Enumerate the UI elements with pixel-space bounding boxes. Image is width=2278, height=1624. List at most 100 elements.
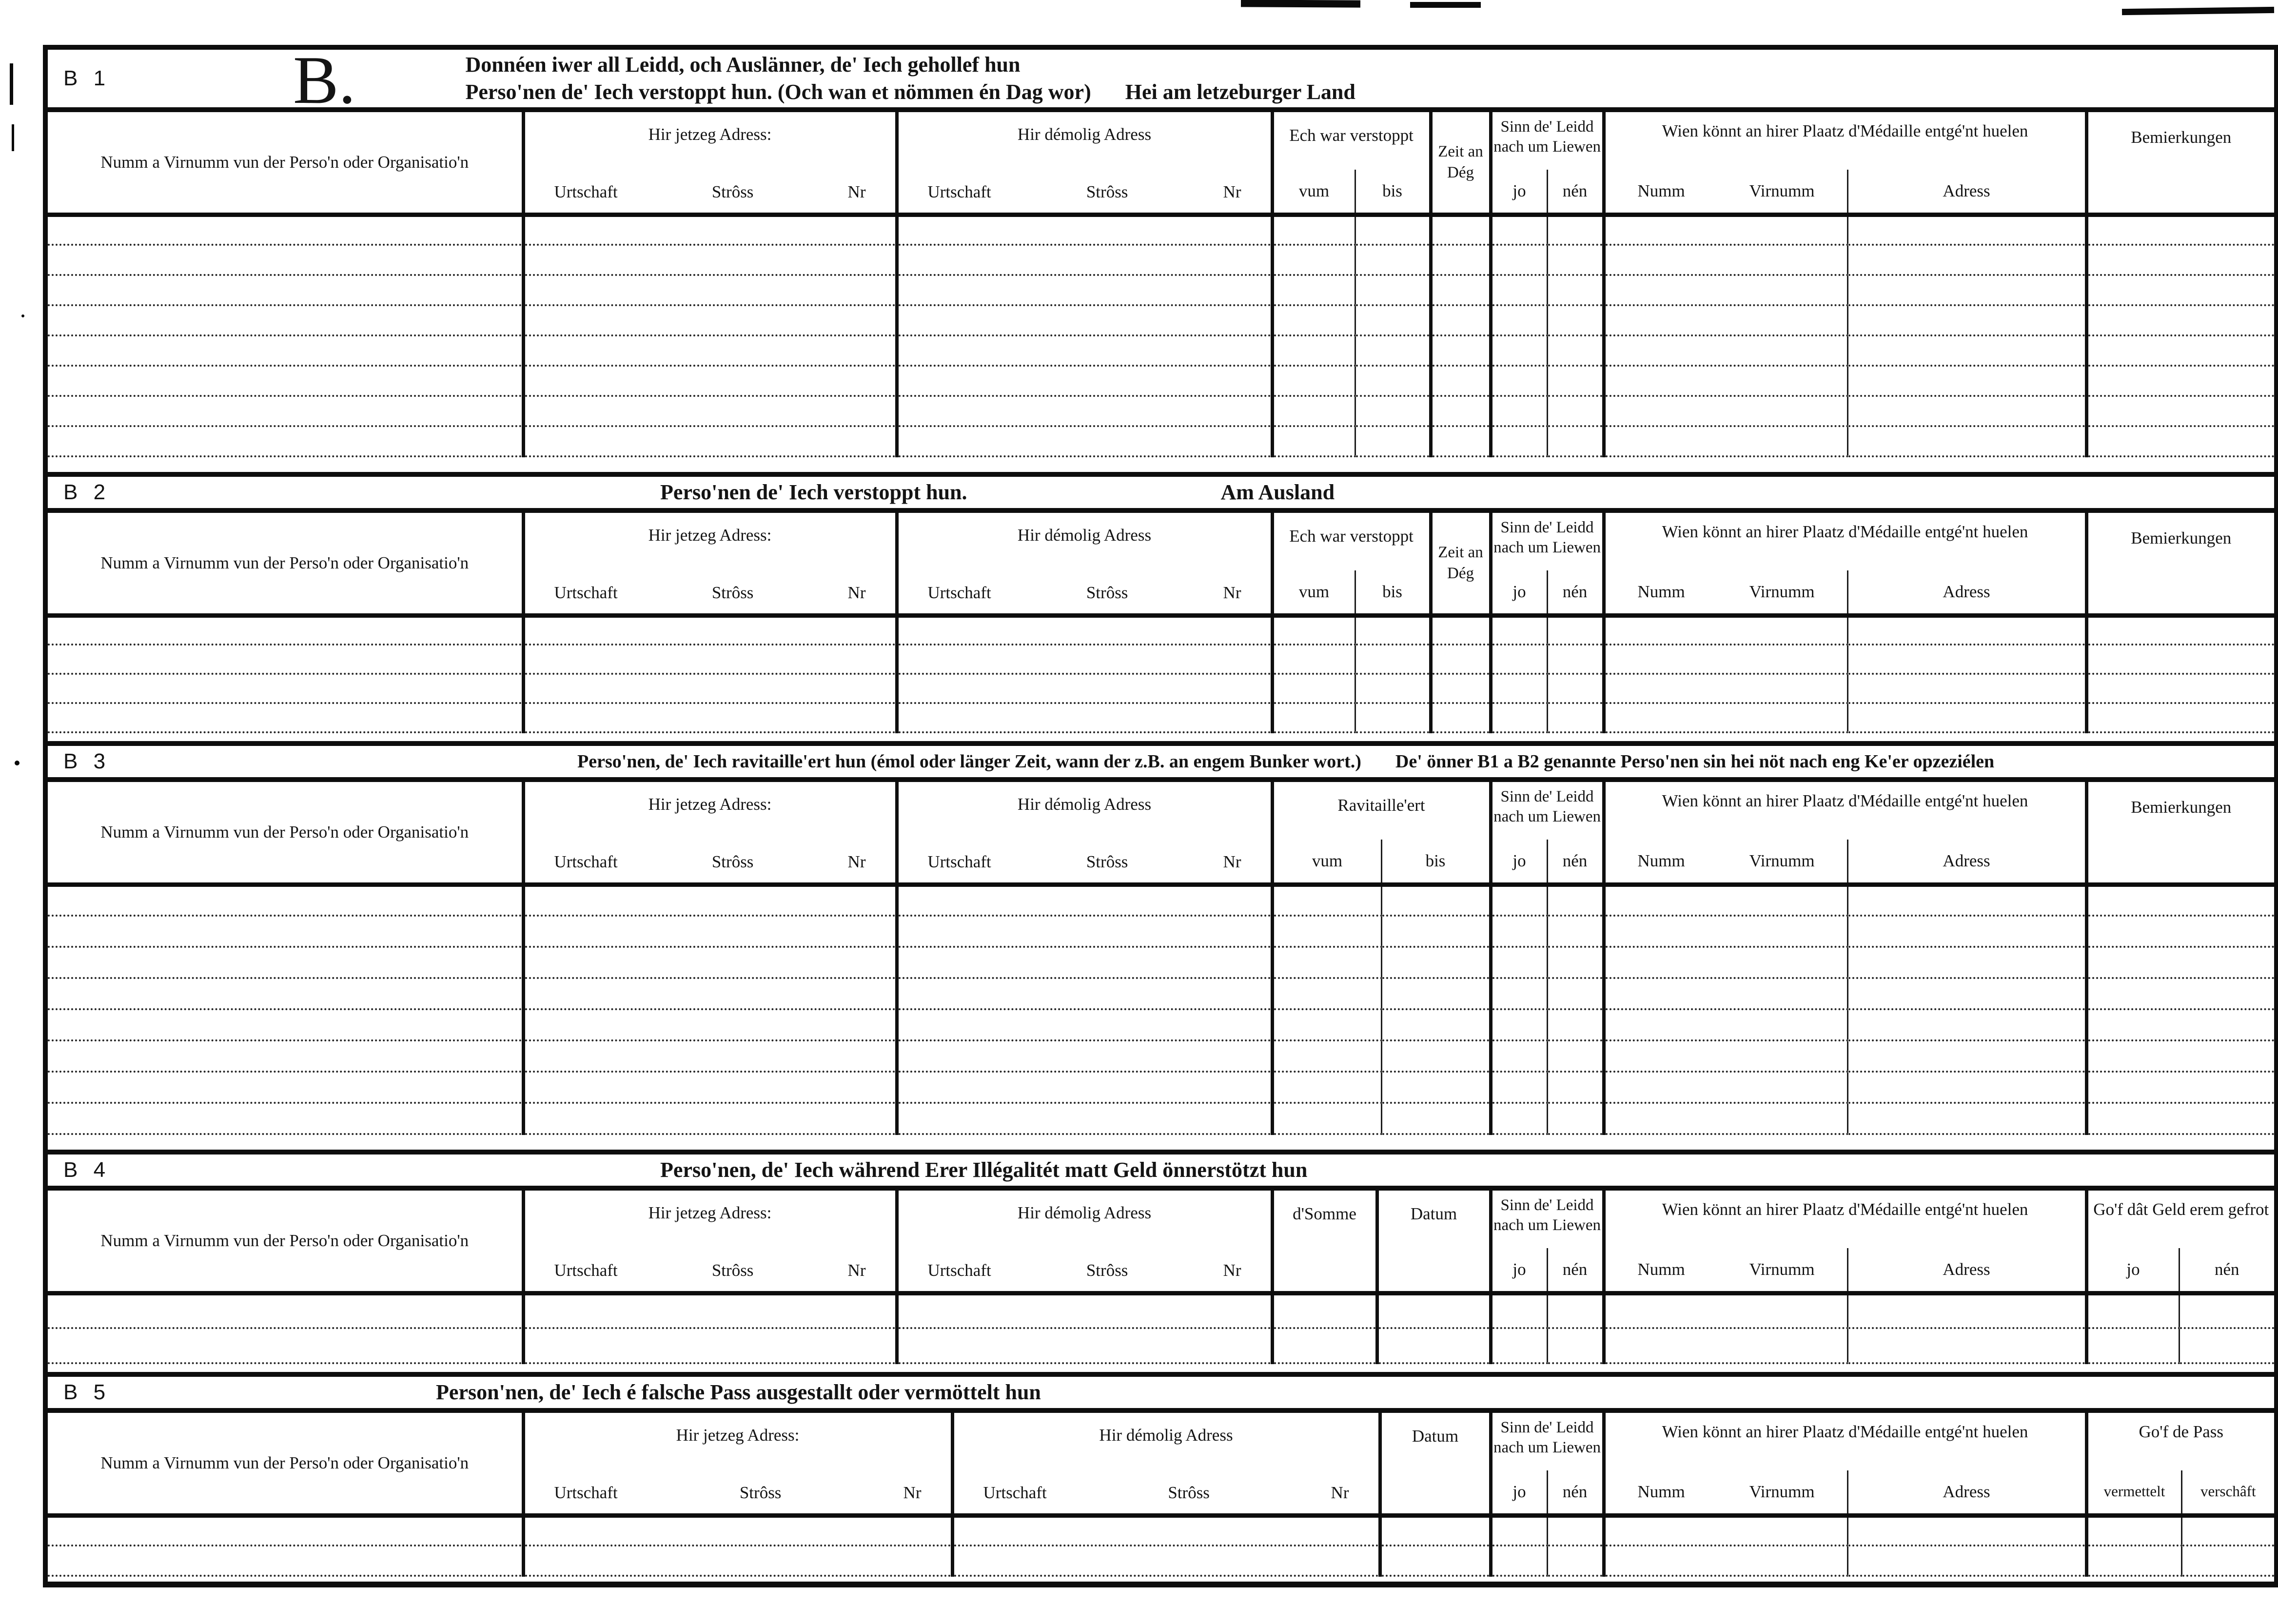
stross-label: Strôss (1086, 852, 1128, 871)
col-header-medaille: Wien könnt an hirer Plaatz d'Médaille en… (1604, 1413, 2088, 1470)
empty-cell (897, 947, 1274, 979)
empty-cell (1604, 674, 1848, 704)
empty-cell (1272, 916, 1382, 948)
section-b3-band: B 3 Perso'nen, de' Iech ravitaille'ert h… (48, 741, 2274, 782)
col-header-adress: Adress (1847, 570, 2088, 618)
section-b5-title: Person'nen, de' Iech é falsche Pass ausg… (436, 1380, 1041, 1404)
empty-cell (1547, 1103, 1606, 1135)
virnumm-label: Virnumm (1749, 1259, 1815, 1279)
empty-cell (1547, 426, 1606, 457)
empty-fill-in-row (48, 703, 2275, 733)
empty-cell (1431, 426, 1492, 457)
empty-cell (1491, 1293, 1548, 1329)
empty-cell (1547, 884, 1606, 917)
empty-cell (1847, 1293, 2088, 1329)
empty-cell (2086, 978, 2275, 1010)
table-b5: Numm a Virnumm vun der Perso'n oder Orga… (48, 1413, 2275, 1577)
table-b3-header: Numm a Virnumm vun der Perso'n oder Orga… (48, 782, 2275, 887)
col-header-zeit-an-deg: Zeit an Dég (1431, 112, 1492, 217)
section-b2-band: B 2 Perso'nen de' Iech verstoppt hun. Am… (48, 472, 2274, 513)
empty-cell (1604, 645, 1848, 675)
empty-cell (523, 1040, 899, 1073)
empty-cell (1847, 275, 2088, 306)
empty-cell (2086, 1515, 2182, 1546)
empty-fill-in-row (48, 884, 2275, 917)
col-header-demolig-adress: Hir démolig Adress Urtschaft Strôss Nr (897, 782, 1274, 887)
col-header-vum: vum (1272, 570, 1356, 618)
empty-cell (1547, 335, 1606, 367)
empty-cell (1491, 1546, 1548, 1577)
empty-fill-in-row (48, 1009, 2275, 1041)
empty-fill-in-row (48, 426, 2275, 457)
col-header-jetzeg-adress: Hir jetzeg Adress: Urtschaft Strôss Nr (523, 1413, 954, 1518)
empty-cell (1847, 1515, 2088, 1546)
empty-cell (1491, 396, 1548, 427)
empty-cell (1491, 916, 1548, 948)
section-b4-band: B 4 Perso'nen, de' Iech während Erer Ill… (48, 1150, 2274, 1191)
col-header-medaille: Wien könnt an hirer Plaatz d'Médaille en… (1604, 782, 2088, 840)
col-header-medaille: Wien könnt an hirer Plaatz d'Médaille en… (1604, 1191, 2088, 1248)
empty-cell (1604, 1515, 1848, 1546)
nr-label: Nr (847, 182, 866, 201)
empty-cell (48, 1040, 525, 1073)
nr-label: Nr (1331, 1483, 1349, 1502)
empty-fill-in-row (48, 1328, 2275, 1364)
empty-cell (1355, 215, 1433, 246)
empty-cell (1272, 947, 1382, 979)
col-header-bis: bis (1381, 840, 1492, 887)
empty-cell (897, 215, 1274, 246)
empty-cell (1604, 245, 1848, 276)
empty-cell (1547, 1515, 1606, 1546)
empty-cell (897, 366, 1274, 397)
adress-sublabels: Urtschaft Strôss Nr (928, 181, 1241, 203)
empty-cell (1547, 916, 1606, 948)
col-header-bemierkungen: Bemierkungen (2086, 112, 2275, 217)
empty-cell (2086, 305, 2275, 336)
empty-cell (897, 335, 1274, 367)
empty-cell (1491, 305, 1548, 336)
section-b1-title: Donnéen iwer all Leidd, och Auslänner, d… (465, 51, 1355, 106)
empty-cell (523, 645, 899, 675)
empty-cell (523, 703, 899, 733)
section-b4: B 4 Perso'nen, de' Iech während Erer Ill… (48, 1150, 2275, 1372)
empty-cell (1547, 215, 1606, 246)
section-gap (48, 457, 2274, 472)
col-header-vermettelt: vermettelt (2086, 1470, 2182, 1518)
empty-cell (1491, 674, 1548, 704)
table-b1-header: Numm a Virnumm vun der Perso'n oder Orga… (48, 112, 2275, 217)
empty-cell (1491, 947, 1548, 979)
empty-cell (523, 245, 899, 276)
col-header-adress: Adress (1847, 840, 2088, 887)
section-b2-title: Perso'nen de' Iech verstoppt hun. (660, 480, 967, 504)
col-header-verstoppt: Ech war verstoppt (1272, 112, 1433, 170)
empty-fill-in-row (48, 215, 2275, 246)
empty-cell (1547, 245, 1606, 276)
virnumm-label: Virnumm (1749, 851, 1815, 870)
empty-cell (1380, 1546, 1492, 1577)
empty-cell (1431, 645, 1492, 675)
scan-artifact (1410, 2, 1481, 8)
empty-cell (1547, 275, 1606, 306)
empty-cell (1377, 1293, 1492, 1329)
empty-cell (1491, 884, 1548, 917)
virnumm-label: Virnumm (1749, 181, 1815, 200)
empty-cell (1491, 703, 1548, 733)
empty-cell (2086, 335, 2275, 367)
empty-cell (1272, 1072, 1382, 1104)
demolig-adress-label: Hir démolig Adress (1099, 1426, 1233, 1445)
empty-cell (1847, 1040, 2088, 1073)
empty-cell (523, 1328, 899, 1364)
col-header-jo: jo (1491, 840, 1548, 887)
col-header-nen: nén (1547, 170, 1606, 217)
nr-label: Nr (847, 583, 866, 602)
empty-cell (1847, 1072, 2088, 1104)
col-header-jo: jo (1491, 1470, 1548, 1518)
empty-cell (48, 703, 525, 733)
empty-cell (1604, 1103, 1848, 1135)
empty-cell (1847, 615, 2088, 646)
col-header-ravitailleert: Ravitaille'ert (1272, 782, 1492, 840)
empty-cell (1272, 275, 1356, 306)
empty-cell (1604, 275, 1848, 306)
empty-cell (897, 245, 1274, 276)
empty-cell (1547, 1293, 1606, 1329)
